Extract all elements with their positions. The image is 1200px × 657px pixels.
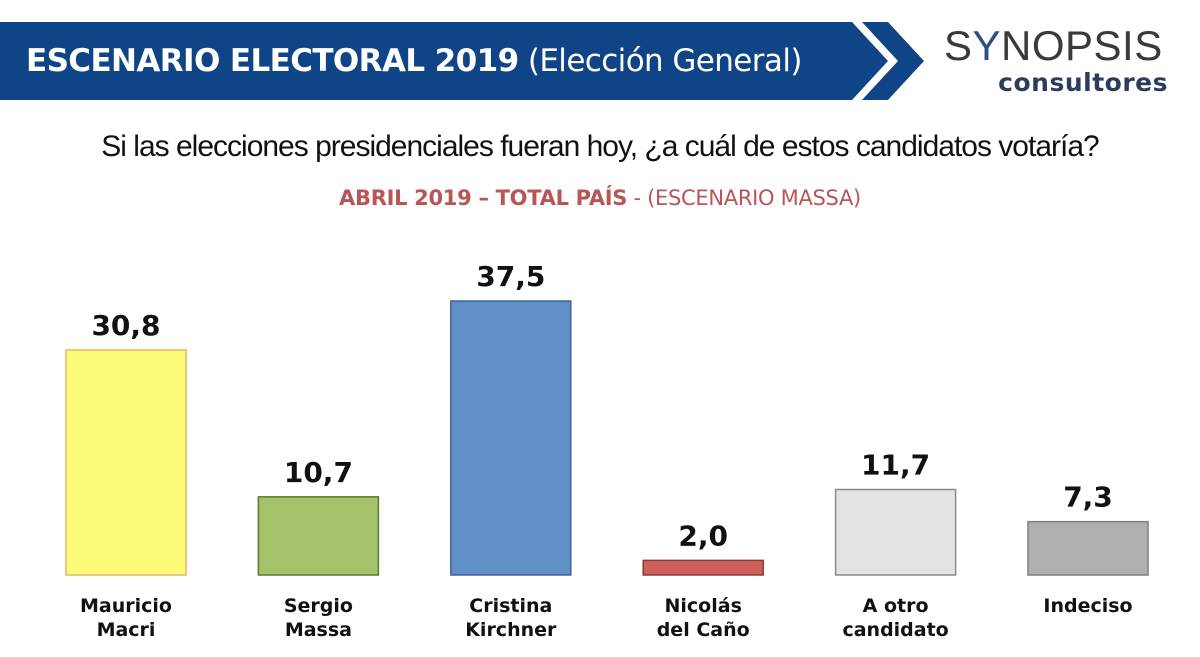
category-label-nicolas-del-cano: del Caño <box>657 619 750 641</box>
bar-sergio-massa <box>257 496 380 576</box>
page-title: ESCENARIO ELECTORAL 2019 (Elección Gener… <box>26 38 802 84</box>
value-label-mauricio-macri: 30,8 <box>91 309 160 342</box>
logo-wordmark: SYNOPSIS <box>944 22 1163 70</box>
bar-a-otro-candidato <box>834 488 957 576</box>
category-label-a-otro-candidato: candidato <box>842 619 948 641</box>
logo-subtitle: consultores <box>998 68 1168 97</box>
bar-indeciso <box>1027 520 1149 576</box>
title-normal: (Elección General) <box>527 43 803 79</box>
chart-subtitle: ABRIL 2019 – TOTAL PAÍS - (ESCENARIO MAS… <box>0 186 1200 210</box>
category-label-mauricio-macri: Mauricio <box>80 595 172 617</box>
value-label-cristina-kirchner: 37,5 <box>476 260 545 293</box>
value-label-a-otro-candidato: 11,7 <box>861 449 930 482</box>
logo-y-chevron-icon: Y <box>972 22 1002 69</box>
category-label-nicolas-del-cano: Nicolás <box>665 595 742 617</box>
category-label-mauricio-macri: Macri <box>97 619 156 641</box>
logo-rest: NOPSIS <box>1001 22 1163 69</box>
category-label-cristina-kirchner: Cristina <box>469 595 552 617</box>
value-label-sergio-massa: 10,7 <box>284 456 353 489</box>
bar-mauricio-macri <box>65 349 187 576</box>
synopsis-logo: SYNOPSIS consultores <box>944 22 1174 102</box>
bar-cristina-kirchner <box>450 300 572 576</box>
title-bold: ESCENARIO ELECTORAL 2019 <box>26 43 519 79</box>
bars-layer <box>65 300 1149 576</box>
value-label-nicolas-del-cano: 2,0 <box>678 519 728 552</box>
subtitle-normal: - (ESCENARIO MASSA) <box>627 186 862 210</box>
category-label-sergio-massa: Massa <box>285 619 352 641</box>
header-banner <box>0 22 924 100</box>
value-label-indeciso: 7,3 <box>1063 481 1113 514</box>
banner-arrow <box>0 22 888 100</box>
logo-s: S <box>944 22 973 69</box>
category-label-cristina-kirchner: Kirchner <box>465 619 557 641</box>
banner-chevron-icon <box>862 22 924 100</box>
category-label-a-otro-candidato: A otro <box>863 595 929 617</box>
subtitle-bold: ABRIL 2019 – TOTAL PAÍS <box>339 186 628 210</box>
category-label-indeciso: Indeciso <box>1043 595 1132 617</box>
bar-nicolas-del-cano <box>642 559 764 576</box>
survey-question: Si las elecciones presidenciales fueran … <box>101 130 1099 163</box>
category-label-sergio-massa: Sergio <box>284 595 353 617</box>
